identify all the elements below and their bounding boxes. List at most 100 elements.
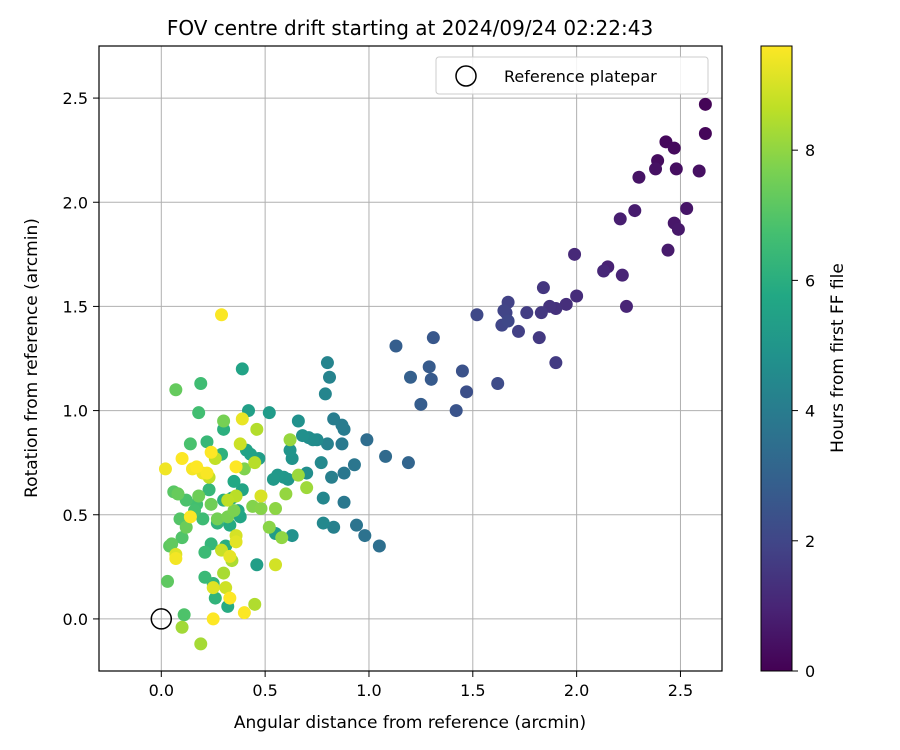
- scatter-point: [175, 531, 189, 545]
- y-tick-label: 2.5: [63, 89, 88, 108]
- scatter-point: [177, 608, 191, 622]
- scatter-point: [404, 370, 417, 384]
- scatter-point: [698, 127, 712, 140]
- scatter-point: [283, 433, 297, 447]
- x-tick-label: 1.0: [356, 681, 381, 700]
- scatter-point: [325, 470, 339, 484]
- colorbar-tick-label: 8: [805, 141, 815, 160]
- y-tick-label: 2.0: [63, 193, 88, 212]
- scatter-point: [279, 487, 293, 501]
- scatter-point: [422, 360, 436, 374]
- scatter-point: [692, 164, 706, 178]
- scatter-point: [269, 558, 283, 572]
- scatter-point: [401, 456, 415, 470]
- colorbar-ticks: 0 2 4 6 8: [792, 141, 815, 681]
- colorbar-tick-label: 6: [805, 271, 815, 290]
- scatter-point: [335, 437, 349, 451]
- y-axis-label: Rotation from reference (arcmin): [22, 218, 42, 498]
- scatter-point: [262, 406, 276, 420]
- y-tick-label: 0.5: [63, 506, 88, 525]
- scatter-point: [337, 466, 351, 480]
- scatter-point: [536, 281, 550, 295]
- scatter-point: [649, 162, 663, 176]
- scatter-point: [183, 437, 197, 451]
- scatter-point: [296, 429, 310, 443]
- scatter-point: [192, 489, 206, 503]
- scatter-point: [318, 387, 332, 401]
- scatter-point: [470, 308, 484, 322]
- scatter-point: [414, 397, 428, 411]
- scatter-point: [196, 512, 210, 526]
- scatter-point: [198, 570, 212, 584]
- scatter-point: [511, 324, 525, 338]
- y-tick-label: 1.5: [63, 297, 88, 316]
- scatter-point: [460, 385, 474, 399]
- colorbar-tick-label: 0: [805, 662, 815, 681]
- scatter-point: [233, 437, 247, 451]
- scatter-point: [223, 591, 237, 605]
- scatter-point: [316, 491, 330, 505]
- grid-lines: [99, 46, 722, 671]
- scatter-point: [217, 566, 231, 580]
- scatter-point: [632, 170, 646, 184]
- scatter-point: [161, 574, 175, 588]
- scatter-point: [204, 497, 218, 511]
- scatter-point: [316, 516, 330, 530]
- scatter-point: [337, 495, 351, 509]
- scatter-point: [206, 581, 220, 595]
- scatter-point: [424, 372, 438, 386]
- scatter-point: [671, 222, 685, 236]
- scatter-point: [204, 445, 218, 459]
- scatter-point: [266, 472, 280, 486]
- scatter-point: [360, 433, 374, 447]
- data-points: [158, 97, 712, 651]
- scatter-point: [235, 412, 249, 426]
- scatter-point: [198, 545, 212, 559]
- scatter-point: [327, 412, 341, 426]
- scatter-point: [254, 489, 268, 503]
- legend-marker-icon: [455, 65, 477, 87]
- scatter-point: [520, 306, 534, 320]
- scatter-point: [192, 406, 206, 420]
- scatter-point: [667, 141, 681, 155]
- scatter-point: [248, 597, 262, 611]
- legend: Reference platepar: [435, 56, 709, 95]
- scatter-point: [455, 364, 469, 378]
- scatter-point: [237, 606, 251, 620]
- scatter-point: [202, 483, 216, 497]
- x-tick-label: 2.0: [564, 681, 589, 700]
- scatter-point: [323, 370, 337, 384]
- scatter-point: [597, 264, 611, 278]
- reference-marker: [150, 608, 173, 630]
- scatter-point: [285, 529, 299, 543]
- scatter-point: [549, 356, 563, 370]
- scatter-point: [497, 304, 511, 318]
- scatter-point: [291, 468, 305, 482]
- scatter-point: [570, 289, 584, 303]
- scatter-point: [200, 466, 214, 480]
- scatter-point: [169, 552, 183, 565]
- scatter-point: [221, 493, 235, 507]
- scatter-point: [206, 612, 220, 626]
- reference-point: [150, 608, 173, 630]
- scatter-point: [171, 487, 185, 501]
- scatter-point: [223, 549, 237, 563]
- x-tick-label: 2.5: [668, 681, 693, 700]
- scatter-point: [227, 474, 241, 488]
- scatter-point: [669, 162, 683, 176]
- x-tick-label: 0.5: [252, 681, 277, 700]
- x-axis-ticks: 0.0 0.5 1.0 1.5 2.0 2.5: [149, 671, 693, 700]
- scatter-point: [262, 520, 276, 534]
- scatter-point: [619, 299, 633, 313]
- scatter-point: [175, 620, 189, 634]
- y-tick-label: 1.0: [63, 402, 88, 421]
- scatter-point: [661, 243, 675, 257]
- scatter-point: [534, 306, 548, 320]
- scatter-point: [208, 591, 222, 605]
- scatter-point: [568, 247, 582, 261]
- y-tick-label: 0.0: [63, 610, 88, 629]
- scatter-point: [235, 362, 249, 376]
- scatter-point: [680, 202, 694, 215]
- scatter-point: [501, 314, 515, 328]
- scatter-point: [269, 502, 283, 515]
